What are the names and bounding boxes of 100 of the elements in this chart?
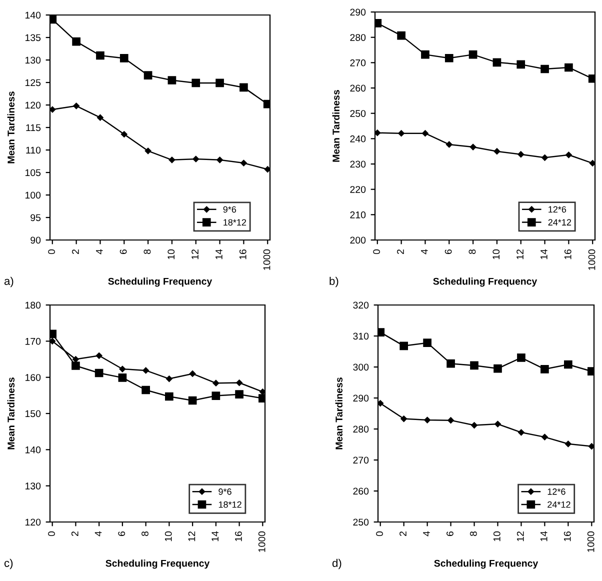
point	[540, 365, 549, 374]
point	[424, 416, 430, 424]
point	[73, 102, 80, 110]
point	[212, 392, 220, 400]
y-tick-label: 290	[350, 8, 366, 16]
y-tick-label: 110	[26, 146, 41, 154]
y-axis-title: Mean Tardiness	[335, 378, 342, 450]
x-tick-label: 10	[493, 531, 500, 542]
y-tick-label: 150	[25, 410, 41, 418]
point	[542, 154, 548, 161]
y-tick-label: 250	[350, 110, 366, 117]
y-tick-label: 160	[25, 374, 41, 381]
y-tick-label: 270	[350, 59, 366, 66]
x-tick-label: 0	[48, 249, 55, 254]
point	[471, 422, 478, 428]
x-tick-label: 1000	[587, 531, 594, 552]
y-tick-label: 135	[25, 34, 41, 42]
point	[72, 362, 80, 370]
x-tick-label: 2	[71, 532, 78, 536]
point	[397, 31, 406, 40]
point	[516, 60, 526, 69]
y-tick-label: 280	[350, 34, 366, 41]
y-tick-label: 90	[30, 236, 41, 244]
x-tick-label: 10	[168, 249, 175, 260]
point	[542, 434, 548, 440]
x-tick-label: 1000	[263, 249, 270, 270]
x-tick-label: 8	[470, 531, 477, 536]
legend-label: 12*6	[548, 488, 566, 495]
point	[400, 416, 407, 422]
y-tick-label: 130	[25, 482, 41, 490]
point	[142, 367, 149, 374]
y-tick-label: 140	[25, 446, 41, 454]
point	[96, 352, 102, 359]
point	[96, 51, 104, 60]
point	[564, 360, 572, 369]
point	[446, 359, 455, 368]
point	[494, 148, 500, 154]
legend-label: 24*12	[548, 219, 572, 226]
x-tick-label: 14	[216, 249, 222, 260]
x-axis-title: Scheduling Frequency	[433, 278, 538, 287]
y-tick-label: 260	[353, 488, 369, 495]
x-tick-label: 0	[373, 249, 380, 254]
y-tick-label: 260	[350, 84, 366, 92]
x-tick-label: 6	[446, 531, 454, 536]
text: a)	[4, 276, 14, 288]
point	[142, 386, 150, 394]
point	[375, 18, 382, 28]
point	[446, 141, 452, 148]
point	[188, 396, 197, 405]
point	[587, 367, 594, 376]
x-tick-label: 16	[235, 531, 242, 542]
text: d)	[332, 558, 342, 570]
text: c)	[4, 558, 13, 570]
legend-label: 24*12	[548, 501, 570, 508]
point	[240, 160, 247, 166]
legend-label: 18*12	[218, 501, 242, 508]
point	[72, 356, 79, 362]
legend-label: 9*6	[218, 488, 232, 495]
y-tick-label: 280	[353, 426, 369, 433]
x-tick-label: 16	[239, 249, 246, 260]
x-tick-label: 4	[96, 249, 103, 254]
x-tick-label: 4	[423, 531, 430, 536]
y-tick-label: 125	[25, 79, 41, 86]
x-tick-label: 1000	[258, 531, 266, 552]
point	[375, 130, 381, 136]
x-tick-label: 4	[94, 531, 102, 536]
point	[94, 368, 104, 378]
point	[565, 440, 572, 448]
y-tick-label: 180	[25, 302, 41, 309]
y-tick-label: 290	[353, 394, 369, 402]
point	[50, 338, 56, 344]
point	[240, 83, 248, 92]
text: b)	[330, 276, 338, 288]
point	[50, 15, 57, 24]
point	[421, 50, 430, 59]
x-tick-label: 1000	[588, 249, 596, 270]
point	[260, 388, 265, 395]
point	[263, 100, 270, 108]
x-tick-label: 12	[188, 532, 196, 542]
point	[400, 342, 408, 350]
point	[566, 152, 572, 158]
point	[588, 443, 594, 450]
y-axis-title: Mean Tardiness	[7, 378, 14, 450]
point	[422, 130, 428, 136]
y-tick-label: 170	[25, 338, 41, 345]
point	[120, 131, 128, 138]
x-tick-label: 6	[444, 249, 452, 254]
point	[165, 392, 174, 401]
point	[444, 54, 454, 62]
x-tick-label: 0	[48, 531, 55, 536]
point	[258, 394, 265, 402]
y-tick-label: 270	[353, 456, 369, 464]
x-tick-label: 2	[400, 532, 406, 536]
y-tick-label: 140	[25, 12, 41, 19]
x-axis-title: Scheduling Frequency	[108, 278, 212, 287]
x-tick-label: 16	[564, 249, 572, 260]
point	[470, 144, 476, 150]
x-tick-label: 6	[120, 249, 127, 254]
y-tick-label: 300	[353, 364, 369, 371]
legend-label: 9*6	[223, 206, 236, 213]
